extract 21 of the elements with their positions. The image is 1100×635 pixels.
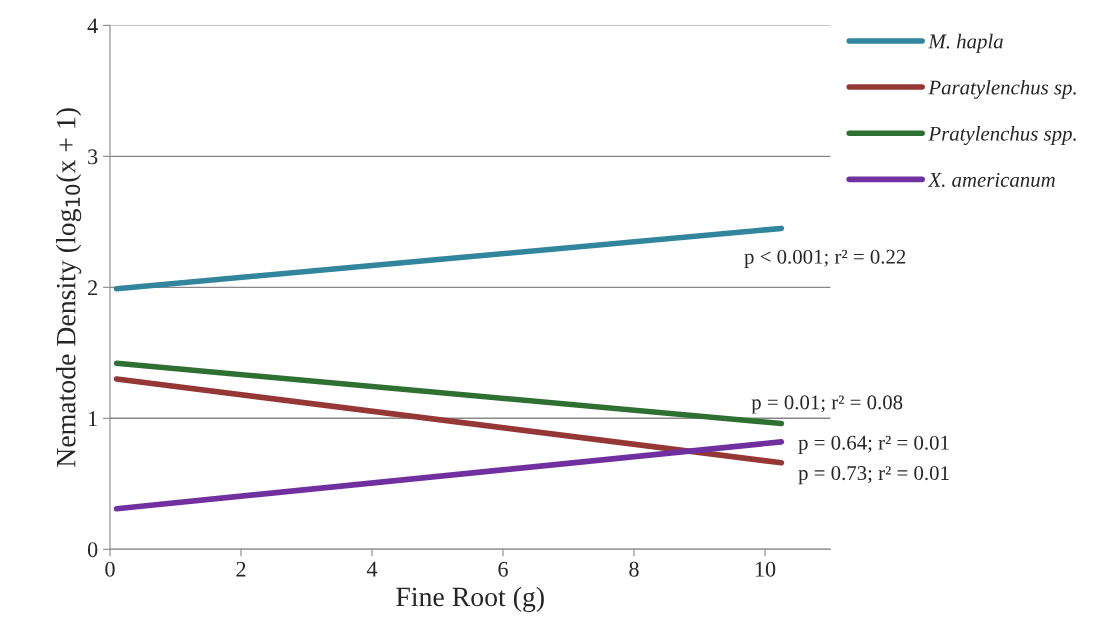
x-tick-label: 6 (498, 561, 508, 577)
x-axis-title: Fine Root (g) (396, 586, 544, 613)
x-tick-label: 10 (755, 561, 776, 577)
y-tick-label: 4 (87, 18, 98, 34)
x-tick-label: 8 (629, 561, 639, 577)
x-tick-label: 4 (366, 561, 378, 577)
y-tick-label: 0 (87, 542, 98, 558)
annotation: p = 0.01; r² = 0.08 (751, 395, 903, 414)
x-tick-label: 0 (105, 561, 115, 577)
annotation: p = 0.64; r² = 0.01 (798, 435, 949, 454)
y-tick-label: 1 (89, 411, 97, 427)
legend-label: M. hapla (928, 33, 1003, 53)
legend-label: X. americanum (927, 172, 1055, 187)
y-tick-label: 2 (88, 280, 97, 296)
legend-label: Paratylenchus sp. (928, 79, 1076, 99)
annotation: p = 0.73; r² = 0.01 (798, 466, 949, 485)
y-tick-label: 3 (88, 149, 98, 165)
annotation: p < 0.001; r² = 0.22 (744, 249, 906, 268)
legend-label: Pratylenchus spp. (928, 126, 1076, 146)
x-tick-label: 2 (236, 561, 246, 577)
y-axis-title: Nematode Density (log$_{10}$(x + 1) (55, 108, 82, 467)
